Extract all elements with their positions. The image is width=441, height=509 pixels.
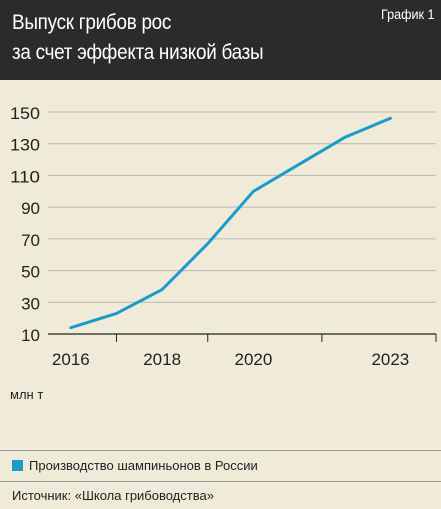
y-axis: 10 30 50 70 90 110 130 150: [10, 104, 40, 345]
source-note: Источник: «Школа грибоводства»: [12, 488, 214, 503]
y-tick-label: 110: [10, 167, 40, 186]
x-tick-label: 2020: [234, 350, 272, 369]
y-tick-label: 130: [10, 136, 40, 155]
grid-lines: [48, 111, 436, 303]
y-tick-label: 30: [21, 294, 40, 313]
x-tick-label: 2016: [52, 350, 90, 369]
chart-title: Выпуск грибов рос за счет эффекта низкой…: [12, 8, 264, 68]
y-tick-label: 70: [21, 231, 40, 250]
y-tick-label: 150: [10, 104, 40, 123]
series-layer: [69, 116, 392, 330]
y-tick-label: 10: [21, 326, 40, 345]
y-tick-label: 90: [21, 199, 40, 218]
divider: [0, 481, 441, 482]
y-axis-unit-label: млн т: [10, 387, 44, 402]
chart-number-badge: График 1: [381, 6, 435, 22]
divider: [0, 450, 441, 451]
legend-swatch: [12, 460, 23, 471]
x-axis: 2016 2018 2020 2023: [48, 333, 437, 369]
chart-title-line2: за счет эффекта низкой базы: [12, 41, 264, 64]
x-tick-label: 2018: [143, 350, 181, 369]
line-chart: 2016 2018 2020 2023 10 30 50 70 90 110 130 150: [10, 104, 437, 369]
chart-header: Выпуск грибов рос за счет эффекта низкой…: [0, 0, 441, 80]
x-tick-label: 2023: [371, 350, 409, 369]
y-tick-label: 50: [21, 263, 40, 282]
legend-label: Производство шампиньонов в России: [29, 458, 258, 473]
series-line: [69, 116, 392, 330]
chart-title-line1: Выпуск грибов рос: [12, 11, 172, 34]
legend: Производство шампиньонов в России: [12, 458, 258, 473]
